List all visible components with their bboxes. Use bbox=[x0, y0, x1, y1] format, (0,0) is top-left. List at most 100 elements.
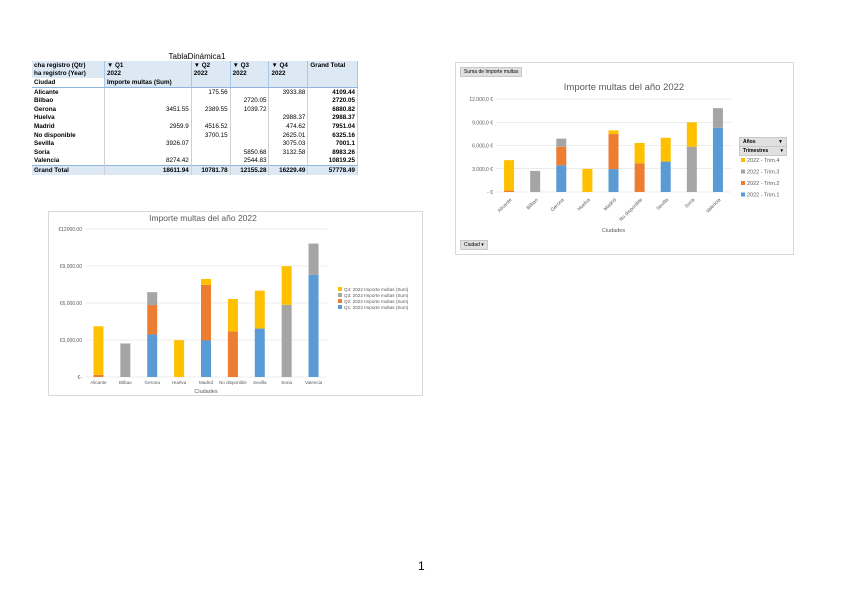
table-cell[interactable]: Importe multas (Sum) bbox=[104, 78, 192, 88]
table-row: No disponible 3700.15 2625.01 6325.16 bbox=[32, 130, 358, 140]
bar-sevilla bbox=[660, 137, 671, 162]
y-tick-label: €- bbox=[78, 375, 83, 381]
bar-gerona bbox=[147, 304, 158, 335]
legend-filter-button[interactable]: Trimestres ▾ bbox=[739, 146, 787, 156]
y-tick-label: 3.000,0 € bbox=[472, 167, 493, 173]
legend-label: Q4: 2022 Importe multas (Sum) bbox=[344, 287, 409, 292]
dropdown-arrow-icon: ▾ bbox=[481, 242, 484, 248]
table-cell: 3926.07 bbox=[104, 139, 192, 148]
table-cell: Gerona bbox=[32, 104, 105, 114]
bar-valencia bbox=[308, 274, 319, 377]
legend-label: Q3: 2022 Importe multas (Sum) bbox=[344, 293, 409, 298]
table-cell bbox=[307, 78, 358, 88]
bar-sevilla bbox=[254, 328, 265, 377]
table-cell: 5850.68 bbox=[230, 147, 270, 157]
table-cell: 2544.83 bbox=[230, 156, 270, 166]
table-cell bbox=[268, 104, 309, 114]
table-cell: 2959.9 bbox=[104, 122, 192, 131]
legend-label: 2022 - Trim.4 bbox=[747, 158, 779, 164]
table-cell: 175.56 bbox=[191, 87, 231, 97]
table-cell: Madrid bbox=[32, 122, 105, 131]
legend-swatch bbox=[741, 158, 745, 162]
legend-swatch bbox=[741, 181, 745, 185]
table-cell bbox=[104, 130, 192, 140]
table-cell: 2389.55 bbox=[191, 104, 231, 114]
table-cell[interactable]: ▼ Q3 bbox=[230, 61, 270, 70]
table-cell: 474.62 bbox=[268, 122, 309, 131]
y-tick-label: €3,000.00 bbox=[60, 338, 82, 344]
table-cell bbox=[230, 122, 270, 131]
table-cell: 7951.04 bbox=[307, 122, 358, 131]
table-cell[interactable]: 2022 bbox=[268, 69, 309, 79]
bar-gerona bbox=[147, 292, 158, 305]
table-cell: 2625.01 bbox=[268, 130, 309, 140]
chart-left[interactable]: Importe multas del año 2022 €- €3,000.00 €6… bbox=[48, 211, 423, 396]
field-button-sum[interactable]: Suma de Importe multas bbox=[460, 67, 523, 77]
page-number: 1 bbox=[418, 559, 425, 573]
table-cell: 7001.1 bbox=[307, 139, 358, 148]
table-cell[interactable]: ▼ Q4 bbox=[268, 61, 309, 70]
table-cell[interactable]: 2022 bbox=[191, 69, 231, 79]
table-cell: Valencia bbox=[32, 156, 105, 166]
chart-title: Importe multas del año 2022 bbox=[149, 213, 257, 223]
table-cell: 2720.05 bbox=[230, 96, 270, 105]
table-cell: 6325.16 bbox=[307, 130, 358, 140]
table-row: Huelva 2988.37 2988.37 bbox=[32, 113, 358, 123]
table-cell: ha registro (Year) bbox=[32, 69, 105, 79]
table-cell[interactable] bbox=[230, 78, 270, 88]
chart-svg: Importe multas del año 2022 €- €3,000.00 €6… bbox=[58, 213, 409, 395]
table-cell: 2720.05 bbox=[307, 96, 358, 105]
pivot-chart-right[interactable]: Suma de Importe multas Ciudad ▾ Importe … bbox=[455, 62, 794, 255]
legend-swatch bbox=[338, 305, 342, 309]
table-cell[interactable]: ▼ Q2 bbox=[191, 61, 231, 70]
table-cell[interactable] bbox=[191, 78, 231, 88]
bar-gerona bbox=[556, 165, 567, 192]
table-cell bbox=[104, 147, 192, 157]
dropdown-arrow-icon: ▾ bbox=[780, 148, 783, 154]
bar-alicante bbox=[504, 190, 515, 192]
table-cell[interactable]: 2022 bbox=[104, 69, 192, 79]
x-tick-label: Bilbao bbox=[119, 380, 132, 385]
table-cell[interactable] bbox=[268, 78, 309, 88]
bar-madrid bbox=[201, 340, 211, 377]
field-button-ciudad[interactable]: Ciudad ▾ bbox=[460, 240, 488, 250]
x-tick-label: Sevilla bbox=[655, 197, 670, 212]
table-cell: 3933.88 bbox=[268, 87, 309, 97]
x-tick-label: Madrid bbox=[603, 197, 618, 212]
table-cell: 4516.52 bbox=[191, 122, 231, 131]
bar-valencia bbox=[712, 108, 723, 128]
bar-madrid bbox=[608, 134, 619, 170]
table-cell: Sevilla bbox=[32, 139, 105, 148]
pivot-table-title: TablaDinámica1 bbox=[168, 52, 226, 61]
legend-label: Q2: 2022 Importe multas (Sum) bbox=[344, 299, 409, 304]
table-cell: Grand Total bbox=[32, 165, 105, 175]
legend-swatch bbox=[741, 192, 745, 197]
legend-label: Q1: 2022 Importe multas (Sum) bbox=[344, 305, 409, 310]
legend-label: 2022 - Trim.2 bbox=[747, 181, 779, 187]
x-tick-label: Sevilla bbox=[253, 380, 267, 385]
bar-gerona bbox=[147, 334, 158, 377]
table-cell bbox=[191, 96, 231, 105]
y-tick-label: €9,000.00 bbox=[60, 264, 82, 270]
table-cell: Grand Total bbox=[307, 61, 358, 70]
x-tick-label: Bilbao bbox=[526, 197, 540, 211]
table-cell: 16229.49 bbox=[268, 165, 309, 175]
table-row: Soria 5850.68 3132.58 8983.26 bbox=[32, 147, 358, 157]
table-cell[interactable]: ▼ Q1 bbox=[104, 61, 192, 70]
y-tick-label: €12000.00 bbox=[58, 227, 82, 233]
table-cell: 8983.26 bbox=[307, 147, 358, 157]
x-tick-label: Soria bbox=[281, 380, 292, 385]
y-tick-label: - € bbox=[487, 190, 493, 196]
bar-soria bbox=[686, 146, 697, 192]
table-cell bbox=[268, 156, 309, 166]
table-cell: Ciudad bbox=[32, 78, 105, 88]
y-tick-label: 6.000,0 € bbox=[472, 144, 493, 150]
table-cell bbox=[268, 96, 309, 105]
legend-title: Años bbox=[743, 139, 756, 145]
x-tick-label: Gerona bbox=[550, 197, 566, 213]
bar-madrid bbox=[201, 284, 211, 341]
table-cell[interactable]: 2022 bbox=[230, 69, 270, 79]
table-cell bbox=[191, 139, 231, 148]
filter-icon: ▼ bbox=[778, 139, 783, 145]
bar-soria bbox=[686, 122, 697, 147]
